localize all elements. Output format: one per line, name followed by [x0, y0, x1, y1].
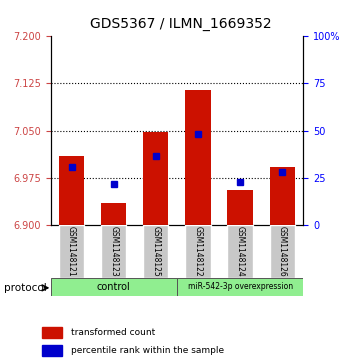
- Bar: [185, 90, 210, 225]
- Bar: [227, 191, 253, 225]
- Bar: [227, 225, 253, 278]
- Bar: [270, 167, 295, 225]
- Bar: [270, 225, 295, 278]
- Text: control: control: [97, 282, 131, 292]
- Bar: [185, 225, 210, 278]
- Bar: [143, 132, 169, 225]
- Bar: [43, 327, 61, 338]
- Text: GSM1148125: GSM1148125: [151, 226, 160, 277]
- Text: GSM1148121: GSM1148121: [67, 226, 76, 277]
- Bar: [59, 156, 84, 225]
- Text: GDS5367 / ILMN_1669352: GDS5367 / ILMN_1669352: [90, 17, 271, 30]
- Text: protocol: protocol: [4, 283, 46, 293]
- Bar: [59, 225, 84, 278]
- Bar: [177, 278, 303, 296]
- Text: GSM1148122: GSM1148122: [193, 226, 203, 277]
- Bar: [51, 278, 177, 296]
- Text: miR-542-3p overexpression: miR-542-3p overexpression: [187, 282, 293, 291]
- Bar: [143, 225, 169, 278]
- Bar: [101, 203, 126, 225]
- Bar: [43, 345, 61, 356]
- Text: GSM1148124: GSM1148124: [236, 226, 244, 277]
- Text: percentile rank within the sample: percentile rank within the sample: [71, 346, 224, 355]
- Text: GSM1148126: GSM1148126: [278, 226, 287, 277]
- Bar: [101, 225, 126, 278]
- Text: transformed count: transformed count: [71, 329, 155, 337]
- Text: GSM1148123: GSM1148123: [109, 226, 118, 277]
